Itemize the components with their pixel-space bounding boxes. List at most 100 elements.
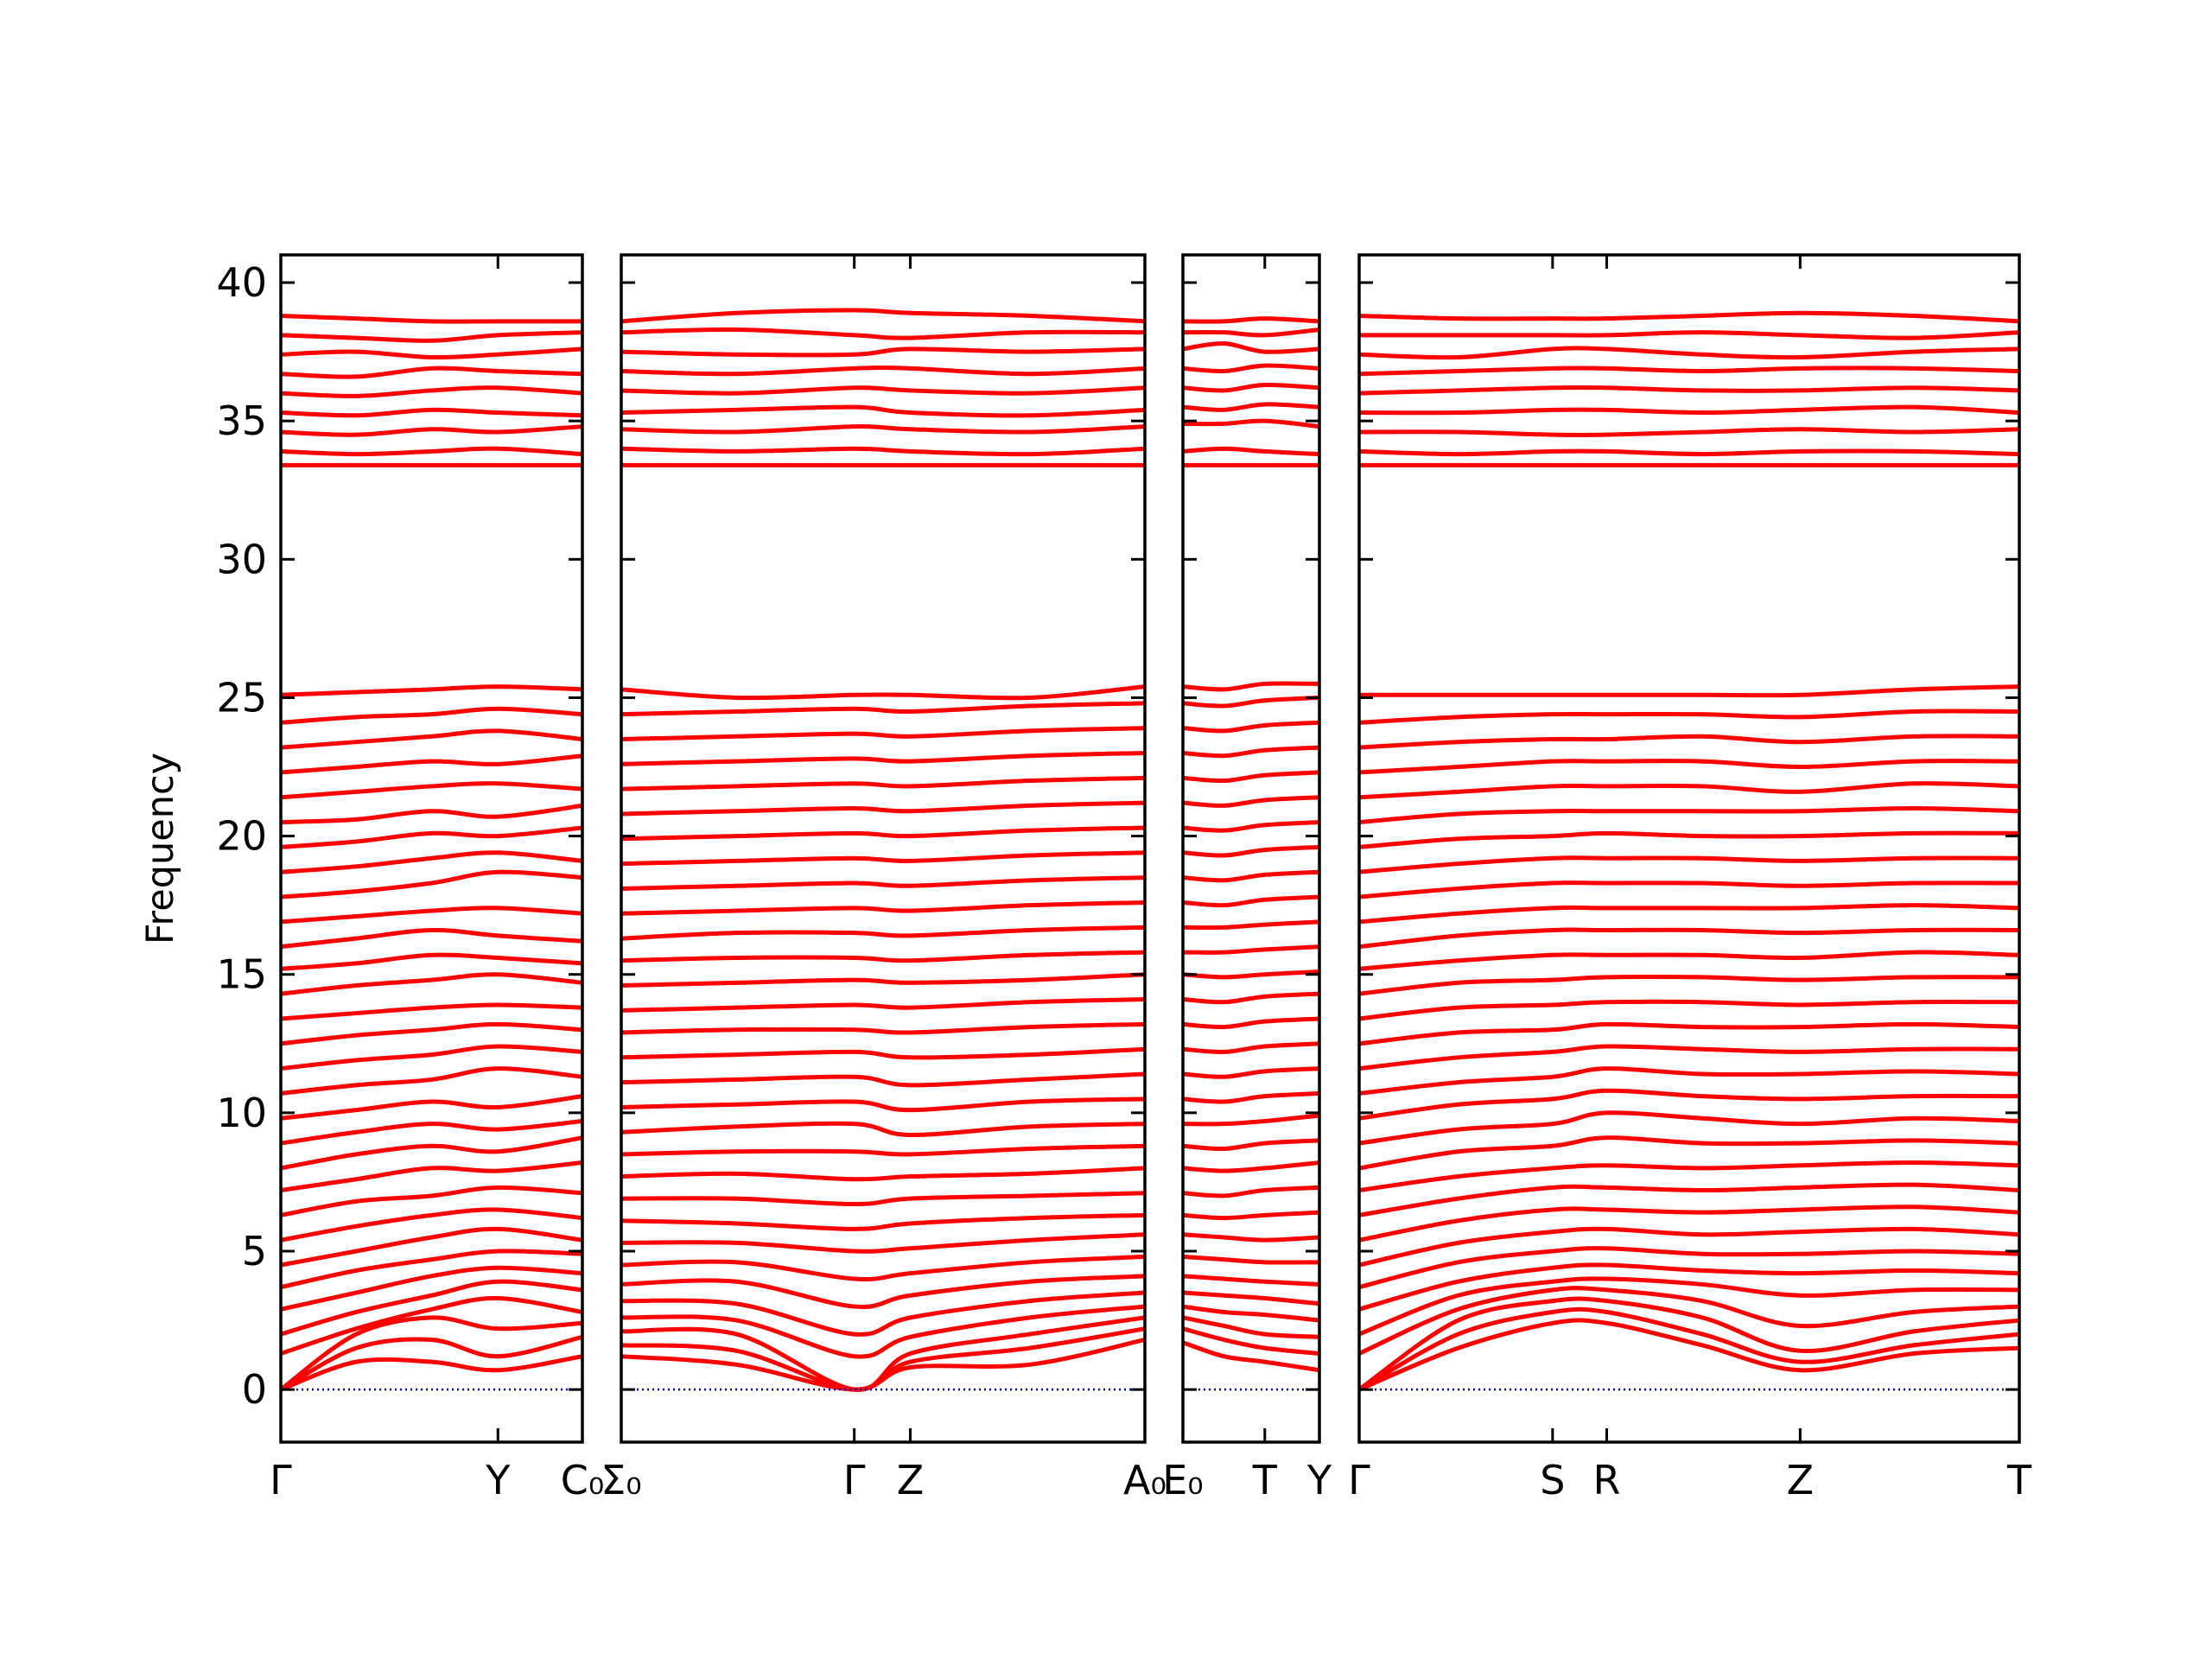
band-line (281, 1295, 582, 1356)
band-line (281, 1315, 582, 1392)
axes-frame (1357, 253, 2021, 1444)
band-line (621, 346, 1145, 358)
x-tick-label: T (2006, 1457, 2032, 1503)
band-line (1183, 402, 1319, 412)
band-line (621, 365, 1145, 377)
band-line (1359, 684, 2019, 698)
band-line (281, 803, 582, 825)
y-axis-label: Frequency (139, 753, 182, 944)
band-line (1183, 1304, 1319, 1323)
band-line (1359, 855, 2019, 874)
band-line (281, 424, 582, 437)
band-line (281, 1226, 582, 1268)
axes-frame (620, 253, 1147, 1444)
band-line (621, 950, 1145, 963)
band-line (621, 1315, 1145, 1392)
x-tick-label: Γ (1348, 1457, 1370, 1503)
band-line (281, 365, 582, 379)
band-line (281, 952, 582, 971)
band-line (1183, 363, 1319, 374)
band-line (1359, 1066, 2019, 1096)
band-line (1183, 745, 1319, 759)
band-line (1183, 919, 1319, 931)
band-line (1359, 330, 2019, 340)
band-line (621, 800, 1145, 817)
band-line (281, 330, 582, 343)
band-line (1183, 991, 1319, 1005)
band-line (1359, 709, 2019, 725)
band-line (281, 869, 582, 899)
band-line (621, 997, 1145, 1013)
band-line (1359, 781, 2019, 800)
band-line (1359, 404, 2019, 416)
y-tick-label: 25 (216, 674, 267, 721)
band-line (281, 1066, 582, 1096)
band-line (1359, 385, 2019, 396)
band-line (1183, 1326, 1319, 1356)
band-line (1359, 1318, 2019, 1392)
band-line (621, 1274, 1145, 1309)
band-line (621, 1166, 1145, 1182)
band-line (1183, 869, 1319, 883)
band-line (281, 1094, 582, 1121)
band-line (1359, 1160, 2019, 1193)
band-line (1359, 1044, 2019, 1071)
band-line (1183, 327, 1319, 338)
band-line (621, 1046, 1145, 1060)
band-line (281, 1249, 582, 1290)
band-line (281, 728, 582, 750)
band-line (281, 1334, 582, 1392)
band-line (281, 1021, 582, 1046)
band-line (1359, 1306, 2019, 1392)
band-line (621, 327, 1145, 340)
band-line (1183, 382, 1319, 393)
band-line (1359, 346, 2019, 360)
band-line (281, 446, 582, 457)
y-tick-label: 5 (242, 1228, 267, 1274)
x-tick-label: Z (1787, 1457, 1815, 1503)
band-line (621, 1304, 1145, 1359)
band-line (1359, 975, 2019, 996)
x-tick-label: R (1593, 1457, 1621, 1503)
band-line (281, 753, 582, 775)
band-line (621, 1143, 1145, 1157)
band-line (1183, 1254, 1319, 1265)
band-line (1183, 720, 1319, 734)
band-line (621, 1191, 1145, 1207)
band-line (1359, 950, 2019, 971)
y-tick-label: 20 (216, 813, 267, 860)
band-line (1183, 820, 1319, 833)
band-line (621, 875, 1145, 891)
bands (1183, 316, 1319, 1373)
band-line (621, 1071, 1145, 1088)
band-line (1183, 1232, 1319, 1243)
y-tick-label: 30 (216, 536, 267, 582)
band-line (281, 684, 582, 697)
band-line (1183, 1210, 1319, 1221)
band-line (1359, 903, 2019, 925)
band-line (621, 972, 1145, 988)
band-line (281, 850, 582, 874)
bands (621, 308, 1145, 1392)
band-line (621, 1212, 1145, 1231)
band-line (1359, 1246, 2019, 1290)
band-line (1183, 1016, 1319, 1030)
band-line (621, 726, 1145, 741)
x-tick-label: S (1540, 1457, 1565, 1503)
band-line (1183, 418, 1319, 429)
band-line (1183, 770, 1319, 784)
band-line (1359, 1205, 2019, 1243)
band-line (1183, 1160, 1319, 1173)
band-line (1359, 734, 2019, 750)
band-line (281, 346, 582, 360)
band-line (1359, 1276, 2019, 1337)
band-line (1359, 1296, 2019, 1392)
y-tick-label: 35 (216, 397, 267, 444)
band-line (281, 1279, 582, 1337)
band-line (621, 775, 1145, 791)
band-line (1359, 1110, 2019, 1146)
band-line (621, 1096, 1145, 1113)
band-line (1183, 1315, 1319, 1339)
band-line (1183, 795, 1319, 808)
band-line (1359, 830, 2019, 849)
